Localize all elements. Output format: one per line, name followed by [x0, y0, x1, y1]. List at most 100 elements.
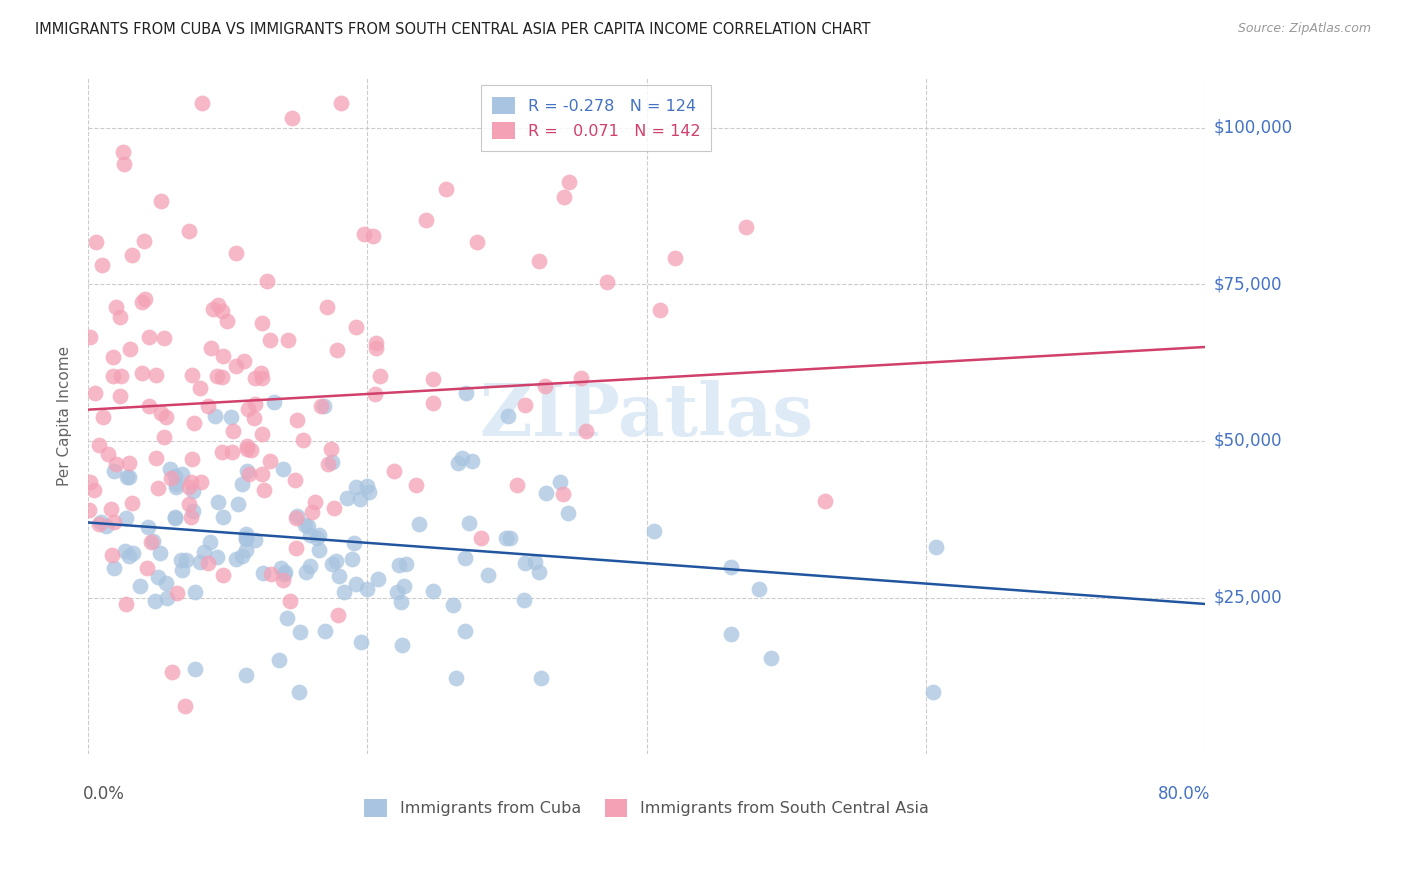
- Point: [180, 475, 202, 490]
- Point: [506, 478, 529, 492]
- Point: [569, 370, 592, 384]
- Point: [138, 399, 160, 413]
- Point: [104, 457, 127, 471]
- Point: [441, 598, 464, 612]
- Point: [316, 457, 339, 471]
- Point: [110, 310, 132, 324]
- Point: [200, 535, 222, 549]
- Point: [340, 552, 363, 566]
- Point: [225, 245, 247, 260]
- Point: [356, 478, 378, 492]
- Point: [321, 454, 343, 468]
- Point: [180, 368, 202, 382]
- Point: [103, 464, 125, 478]
- Point: [287, 508, 309, 523]
- Point: [499, 531, 522, 545]
- Point: [270, 561, 292, 575]
- Point: [395, 557, 418, 571]
- Point: [219, 409, 242, 424]
- Text: IMMIGRANTS FROM CUBA VS IMMIGRANTS FROM SOUTH CENTRAL ASIA PER CAPITA INCOME COR: IMMIGRANTS FROM CUBA VS IMMIGRANTS FROM …: [35, 22, 870, 37]
- Point: [100, 501, 122, 516]
- Point: [308, 542, 330, 557]
- Point: [150, 406, 173, 420]
- Point: [173, 699, 195, 714]
- Point: [921, 685, 943, 699]
- Point: [465, 235, 488, 250]
- Point: [160, 665, 183, 680]
- Point: [550, 475, 572, 489]
- Point: [534, 379, 557, 393]
- Point: [101, 548, 124, 562]
- Point: [259, 567, 281, 582]
- Point: [389, 595, 412, 609]
- Point: [138, 330, 160, 344]
- Point: [231, 549, 253, 563]
- Point: [344, 480, 367, 494]
- Point: [139, 535, 162, 549]
- Point: [79, 503, 101, 517]
- Point: [513, 398, 536, 412]
- Point: [470, 531, 492, 545]
- Point: [112, 157, 135, 171]
- Text: $25,000: $25,000: [1213, 589, 1282, 607]
- Point: [513, 593, 536, 607]
- Point: [91, 410, 114, 425]
- Point: [207, 298, 229, 312]
- Point: [90, 515, 112, 529]
- Point: [121, 248, 143, 262]
- Point: [735, 219, 758, 234]
- Point: [146, 481, 169, 495]
- Point: [444, 671, 467, 685]
- Point: [271, 461, 294, 475]
- Point: [165, 476, 187, 491]
- Point: [253, 483, 276, 498]
- Point: [118, 470, 141, 484]
- Point: [315, 300, 337, 314]
- Point: [298, 528, 321, 542]
- Point: [314, 399, 336, 413]
- Point: [166, 480, 188, 494]
- Point: [172, 467, 194, 481]
- Point: [134, 292, 156, 306]
- Point: [165, 510, 187, 524]
- Point: [301, 505, 323, 519]
- Point: [181, 484, 204, 499]
- Point: [299, 558, 322, 573]
- Point: [297, 519, 319, 533]
- Point: [142, 533, 165, 548]
- Point: [356, 582, 378, 596]
- Point: [148, 570, 170, 584]
- Point: [103, 515, 125, 529]
- Point: [292, 433, 315, 447]
- Point: [344, 320, 367, 334]
- Point: [174, 553, 197, 567]
- Point: [155, 409, 177, 424]
- Point: [524, 555, 547, 569]
- Point: [368, 368, 391, 383]
- Point: [274, 565, 297, 579]
- Point: [323, 501, 346, 516]
- Point: [197, 399, 219, 413]
- Point: [149, 546, 172, 560]
- Point: [387, 584, 409, 599]
- Point: [720, 560, 742, 574]
- Point: [498, 409, 520, 423]
- Point: [280, 112, 302, 126]
- Point: [314, 624, 336, 638]
- Point: [211, 567, 233, 582]
- Point: [453, 624, 475, 638]
- Point: [97, 447, 120, 461]
- Point: [114, 511, 136, 525]
- Point: [79, 330, 101, 344]
- Point: [226, 497, 249, 511]
- Text: 80.0%: 80.0%: [1159, 785, 1211, 803]
- Point: [574, 424, 596, 438]
- Point: [534, 486, 557, 500]
- Point: [159, 462, 181, 476]
- Point: [366, 336, 388, 351]
- Point: [263, 395, 285, 409]
- Point: [252, 566, 274, 580]
- Point: [211, 445, 233, 459]
- Point: [120, 342, 142, 356]
- Point: [349, 492, 371, 507]
